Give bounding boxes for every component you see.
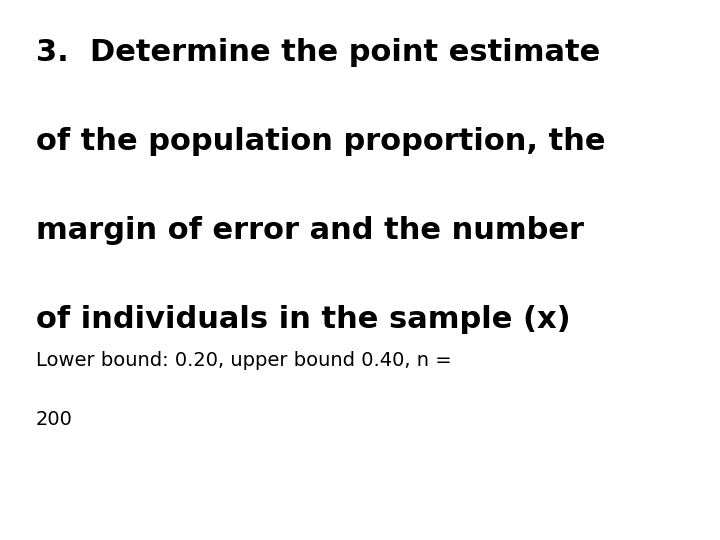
Text: of the population proportion, the: of the population proportion, the — [36, 127, 606, 156]
Text: Lower bound: 0.20, upper bound 0.40, n =: Lower bound: 0.20, upper bound 0.40, n = — [36, 351, 451, 370]
Text: of individuals in the sample (x): of individuals in the sample (x) — [36, 305, 571, 334]
Text: 200: 200 — [36, 410, 73, 429]
Text: margin of error and the number: margin of error and the number — [36, 216, 584, 245]
Text: 3.  Determine the point estimate: 3. Determine the point estimate — [36, 38, 600, 67]
